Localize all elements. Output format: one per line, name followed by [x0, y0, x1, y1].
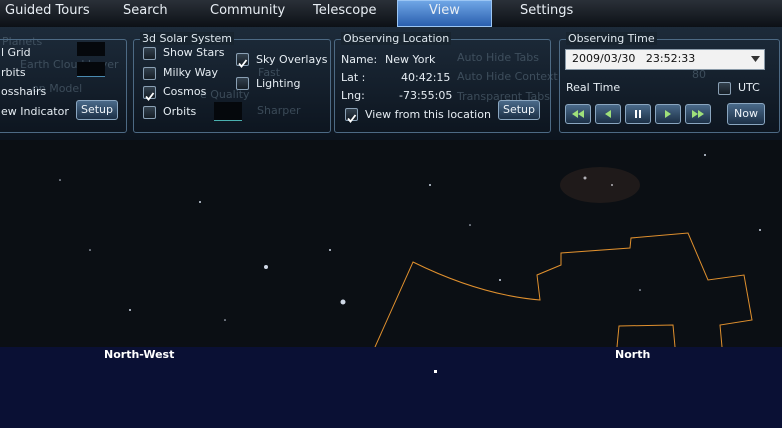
color-swatch[interactable]: [77, 62, 105, 77]
field-label: Lng:: [341, 89, 365, 102]
checkmark: [347, 114, 357, 123]
option-label: ew Indicator: [1, 105, 69, 118]
field-label: Lat :: [341, 71, 366, 84]
date-dropdown[interactable]: 2009/03/30 23:52:33: [565, 49, 765, 70]
group-title: Observing Time: [566, 32, 657, 45]
ghost-text: on Model: [32, 82, 83, 95]
checkbox-label: Show Stars: [163, 46, 225, 59]
checkbox-label: Lighting: [256, 77, 301, 90]
checkmark: [238, 59, 248, 68]
ghost-text: Fast: [258, 66, 281, 79]
menu-item[interactable]: Guided Tours: [5, 3, 90, 18]
color-swatch[interactable]: [214, 102, 242, 121]
dropdown-arrow: [751, 56, 760, 62]
now-button[interactable]: Now: [727, 103, 765, 125]
group-box: l Grid rbits osshairs ew Indicator Setup: [0, 39, 127, 133]
direction-label: North-West: [104, 348, 175, 361]
menu-selection: [397, 0, 492, 27]
ghost-text: e Quality: [200, 88, 250, 101]
date-text: 2009/03/30 23:52:33: [572, 52, 696, 65]
group-title: Observing Location: [341, 32, 452, 45]
checkbox-label: View from this location: [365, 108, 491, 121]
ghost-text: Auto Hide Context: [457, 70, 558, 83]
menu-item[interactable]: View: [429, 3, 460, 18]
cursor: [434, 370, 437, 373]
horizon: North-West North: [0, 347, 782, 428]
checkbox[interactable]: [143, 47, 156, 60]
setup-button[interactable]: Setup: [498, 100, 540, 120]
menu-item[interactable]: Search: [123, 3, 168, 18]
checkbox-label: Sky Overlays: [256, 53, 328, 66]
checkbox-label: Milky Way: [163, 66, 219, 79]
checkbox-label: Cosmos: [163, 85, 207, 98]
constellation-boundary: [374, 232, 753, 348]
sky-canvas: [59, 154, 761, 348]
reverse-button[interactable]: [595, 104, 621, 124]
checkbox[interactable]: [143, 106, 156, 119]
menu-item[interactable]: Telescope: [313, 3, 377, 18]
color-swatch[interactable]: [77, 42, 105, 56]
checkbox-label: UTC: [738, 81, 760, 94]
options-panel: Planets Earth Cloud Layer on Model Fast …: [0, 27, 782, 141]
ghost-text: 80: [692, 68, 706, 81]
group-title: 3d Solar System: [140, 32, 235, 45]
nebula: [560, 167, 640, 203]
ghost-text: Transparent Tabs: [457, 90, 550, 103]
group-box: Observing Location Name: New York Lat : …: [334, 32, 551, 133]
checkmark: [145, 92, 155, 101]
checkbox[interactable]: [143, 86, 156, 101]
forward-button[interactable]: [655, 104, 681, 124]
direction-label: North: [615, 348, 651, 361]
ghost-text: Planets: [2, 35, 43, 48]
group-box: Observing Time 2009/03/30 23:52:33 Real …: [559, 32, 780, 133]
field-value: -73:55:05: [399, 89, 453, 102]
checkbox[interactable]: [718, 82, 731, 95]
fast-forward-button[interactable]: [685, 104, 711, 124]
pause-button[interactable]: [625, 104, 651, 124]
field-label: Name:: [341, 53, 378, 66]
fast-reverse-button[interactable]: [565, 104, 591, 124]
checkbox[interactable]: [236, 77, 249, 90]
checkbox-label: Orbits: [163, 105, 197, 118]
ghost-text: Auto Hide Tabs: [457, 51, 539, 64]
option-label: l Grid: [1, 46, 31, 59]
menu-item[interactable]: Settings: [520, 3, 574, 18]
setup-button[interactable]: Setup: [76, 100, 118, 120]
menu-bar: Guided Tours Search Community Telescope …: [0, 0, 782, 27]
sky-view[interactable]: [0, 140, 782, 348]
field-value: 40:42:15: [401, 71, 451, 84]
option-label: rbits: [1, 66, 26, 79]
menu-item[interactable]: Community: [210, 3, 286, 18]
option-label: osshairs: [1, 85, 47, 98]
real-time-label: Real Time: [566, 81, 621, 94]
group-box: 3d Solar System Show Stars Milky Way Cos…: [133, 32, 331, 133]
checkbox[interactable]: [345, 108, 358, 123]
stars: [59, 154, 761, 321]
ghost-text: Sharper: [257, 104, 301, 117]
field-value: New York: [385, 53, 436, 66]
checkbox[interactable]: [236, 53, 249, 68]
checkbox[interactable]: [143, 67, 156, 80]
